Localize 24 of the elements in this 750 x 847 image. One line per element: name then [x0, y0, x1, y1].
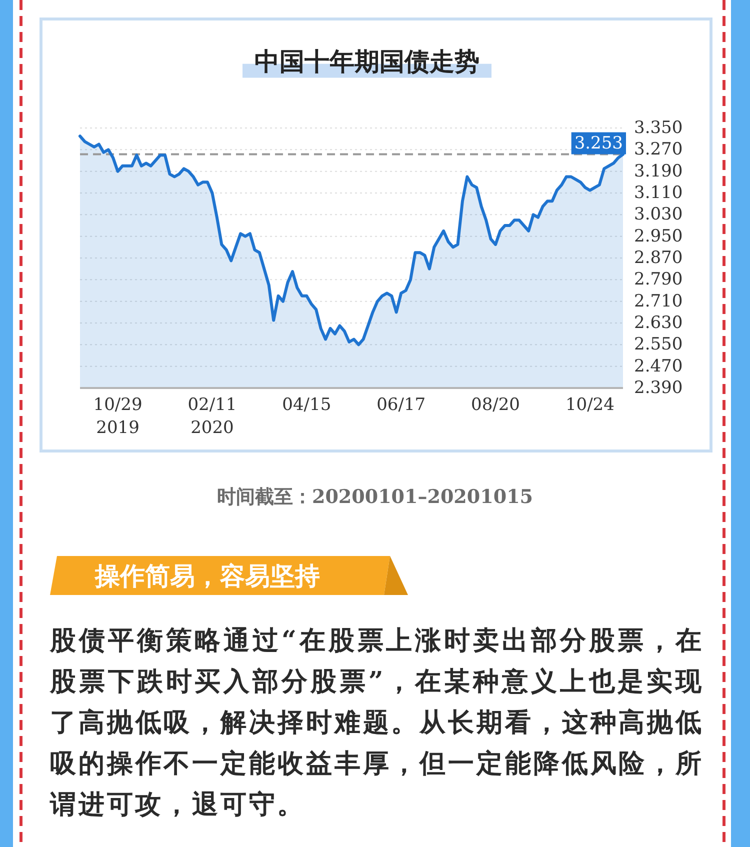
ref-line-label: 3.253 [574, 133, 623, 154]
y-tick-label: 2.710 [634, 291, 683, 312]
y-tick-label: 3.030 [634, 204, 683, 225]
x-tick-label: 10/29 2019 [93, 395, 142, 438]
chart-title: 中国十年期国债走势 [254, 47, 480, 76]
text: 股债平衡策略通过“在股票上涨时卖出部分股票，在股票下跌时买入部分股票”，在某种意义上也是实现了高抛低吸，解决择时难题。从长期看，这种高抛低吸的操作不一定能收益丰厚，但一定能降低风险，所谓进可攻，退可守。 [50, 625, 704, 822]
y-tick-label: 2.550 [634, 334, 683, 355]
y-tick-label: 2.790 [634, 270, 683, 290]
y-tick-label: 3.110 [634, 183, 683, 203]
x-tick-label: 06/17 [376, 395, 426, 415]
y-tick-label: 2.390 [634, 378, 683, 398]
x-tick-label: 10/24 [565, 395, 614, 415]
y-tick-label: 2.870 [634, 248, 683, 268]
text: 时间截至：20200101–20201015 [216, 486, 534, 508]
x-tick-label: 02/11 2020 [188, 395, 237, 438]
text: 操作简易，容易坚持 [94, 562, 320, 590]
y-tick-label: 2.950 [634, 226, 683, 246]
x-tick-label: 04/15 [282, 395, 332, 415]
y-tick-label: 3.190 [634, 161, 683, 182]
y-tick-label: 3.350 [634, 118, 683, 138]
x-tick-label: 08/20 [471, 395, 520, 415]
y-tick-label: 3.270 [634, 140, 683, 160]
y-tick-label: 2.470 [634, 356, 683, 376]
y-tick-label: 2.630 [634, 313, 683, 333]
